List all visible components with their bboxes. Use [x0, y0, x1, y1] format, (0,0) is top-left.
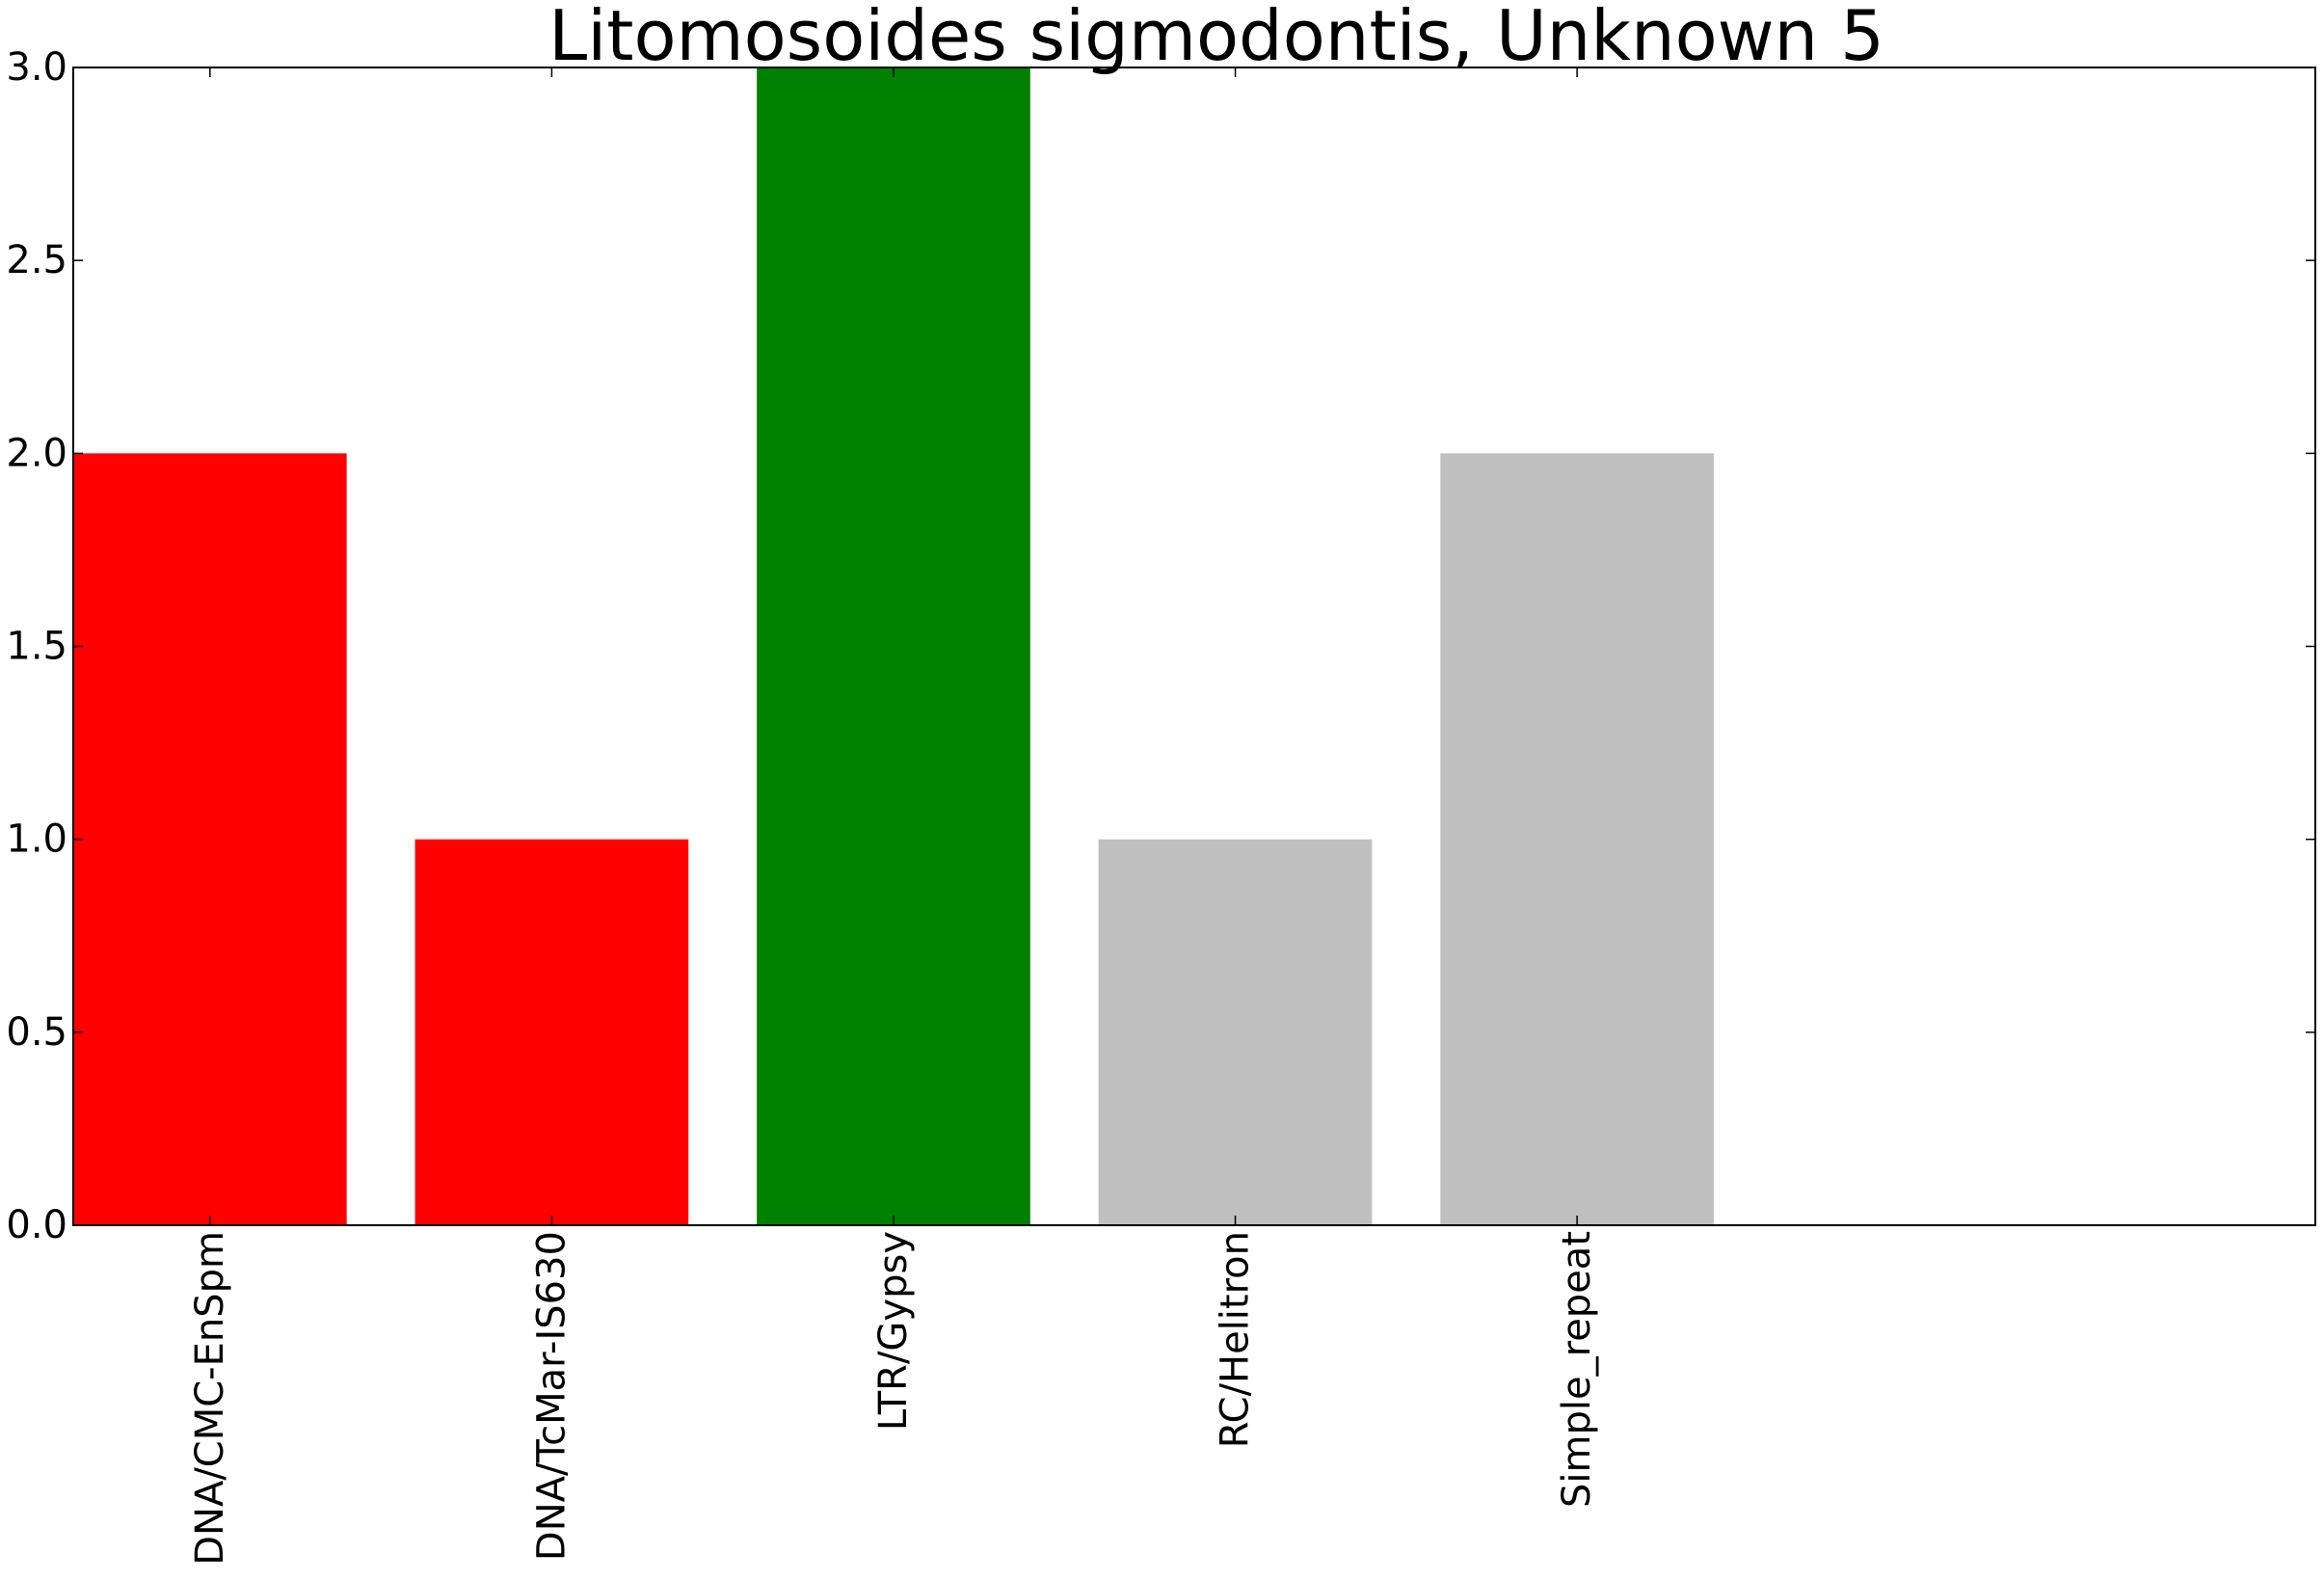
bar-dna-cmc-enspm: [73, 453, 347, 1225]
bars-layer: [73, 67, 1714, 1225]
y-tick-label: 3.0: [6, 45, 67, 90]
bar-rc-helitron: [1098, 839, 1373, 1225]
y-tick-label: 0.5: [6, 1010, 67, 1055]
bar-simple-repeat: [1440, 453, 1714, 1225]
ticks-layer: [73, 67, 2315, 1226]
y-tick-label: 1.5: [6, 625, 67, 669]
y-tick-label: 2.0: [6, 431, 67, 475]
y-axis-labels: 0.0 0.5 1.0 1.5 2.0 2.5 3.0: [6, 45, 67, 1247]
chart-title: Litomosoides sigmodontis, Unknown 5: [548, 0, 1884, 76]
x-tick-label-rc-helitron: RC/Helitron: [1214, 1231, 1258, 1448]
y-tick-label: 0.0: [6, 1203, 67, 1247]
x-axis-labels: DNA/CMC-EnSpm DNA/TcMar-IS630 LTR/Gypsy RC/…: [188, 1231, 1599, 1566]
x-tick-label-dna-tcmar-is630: DNA/TcMar-IS630: [529, 1231, 574, 1561]
y-tick-label: 2.5: [6, 238, 67, 282]
bar-ltr-gypsy: [757, 67, 1030, 1225]
y-tick-label: 1.0: [6, 817, 67, 862]
x-tick-label-ltr-gypsy: LTR/Gypsy: [871, 1231, 916, 1431]
x-tick-label-simple-repeat: Simple_repeat: [1555, 1231, 1599, 1508]
x-tick-label-dna-cmc-enspm: DNA/CMC-EnSpm: [188, 1231, 232, 1566]
bar-dna-tcmar-is630: [414, 839, 689, 1225]
